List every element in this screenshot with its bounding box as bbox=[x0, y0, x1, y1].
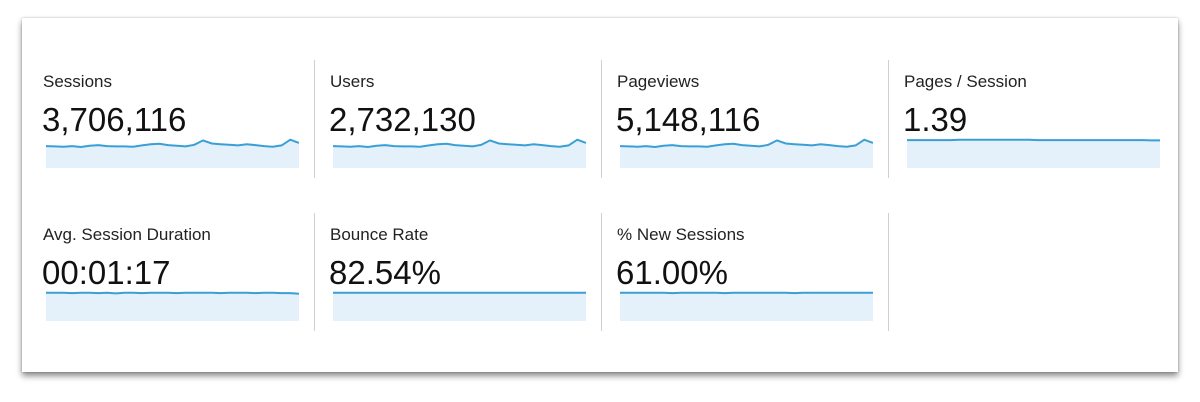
metric-cell: Bounce Rate 82.54% bbox=[309, 180, 595, 321]
metric-value: 61.00% bbox=[616, 254, 728, 291]
sparkline-line bbox=[46, 138, 299, 149]
metric-value: 82.54% bbox=[329, 254, 441, 291]
sparkline bbox=[620, 291, 873, 321]
metric-value: 2,732,130 bbox=[329, 101, 476, 138]
sparkline-area bbox=[620, 292, 873, 321]
sparkline-area bbox=[333, 292, 586, 321]
sparkline bbox=[333, 291, 586, 321]
separator bbox=[601, 213, 602, 331]
metric-label: Bounce Rate bbox=[330, 225, 429, 244]
metric-label: Pages / Session bbox=[904, 72, 1027, 91]
sparkline-area bbox=[620, 139, 873, 168]
metric-cell: Avg. Session Duration 00:01:17 bbox=[22, 180, 308, 321]
sparkline-line bbox=[333, 138, 586, 149]
metric-cell: Users 2,732,130 bbox=[309, 27, 595, 168]
separator bbox=[888, 213, 889, 331]
metrics-card: Sessions 3,706,116 Users 2,732,130 Pageviews… bbox=[22, 18, 1178, 372]
sparkline-area bbox=[333, 139, 586, 168]
metric-label: % New Sessions bbox=[617, 225, 745, 244]
sparkline-line bbox=[907, 138, 1160, 142]
sparkline bbox=[333, 138, 586, 168]
metric-cell: % New Sessions 61.00% bbox=[596, 180, 882, 321]
separator bbox=[888, 60, 889, 178]
sparkline-area bbox=[907, 139, 1160, 168]
metric-value: 3,706,116 bbox=[42, 101, 187, 138]
metric-cell: Sessions 3,706,116 bbox=[22, 27, 308, 168]
metric-label: Sessions bbox=[43, 72, 112, 91]
metric-cell: Pageviews 5,148,116 bbox=[596, 27, 882, 168]
separator bbox=[601, 60, 602, 178]
sparkline-line bbox=[620, 138, 873, 149]
sparkline-line bbox=[46, 291, 299, 295]
metric-label: Pageviews bbox=[617, 72, 700, 91]
metric-value: 5,148,116 bbox=[616, 101, 761, 138]
sparkline-area bbox=[46, 292, 299, 321]
separator bbox=[314, 60, 315, 178]
sparkline bbox=[907, 138, 1160, 168]
sparkline bbox=[620, 138, 873, 168]
metric-value: 00:01:17 bbox=[42, 254, 171, 291]
metric-label: Avg. Session Duration bbox=[43, 225, 211, 244]
metric-cell: Pages / Session 1.39 bbox=[883, 27, 1169, 168]
sparkline bbox=[46, 138, 299, 168]
separator bbox=[314, 213, 315, 331]
metric-label: Users bbox=[330, 72, 375, 91]
sparkline-area bbox=[46, 139, 299, 168]
metric-value: 1.39 bbox=[903, 101, 968, 138]
sparkline bbox=[46, 291, 299, 321]
